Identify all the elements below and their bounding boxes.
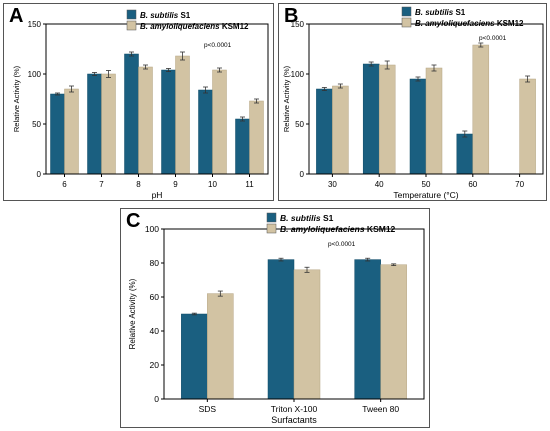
bar-a-s1-2 bbox=[124, 53, 139, 175]
chart-panel-a: A 0 50 100 150 6 7 8 9 10 11 pH Relative Activity (… bbox=[3, 3, 274, 201]
bar-b-s1-1 bbox=[362, 63, 380, 175]
y-tick-label-b-2: 100 bbox=[291, 70, 305, 79]
legend-label-a-s1: B. subtilis S1 bbox=[140, 11, 191, 20]
panel-letter-b: B bbox=[284, 5, 299, 27]
bar-c-s1-1 bbox=[267, 259, 295, 400]
bar-a-s2-3 bbox=[175, 55, 190, 175]
x-tick-label-c-0: SDS bbox=[199, 404, 217, 414]
legend-label-c-s2: B. amyloliquefaciens KSM12 bbox=[280, 224, 396, 234]
legend-label-c-s1: B. subtilis S1 bbox=[280, 213, 334, 223]
y-tick-label-a-0: 0 bbox=[37, 170, 42, 179]
x-tick-label-a-5: 11 bbox=[245, 180, 254, 189]
x-tick-label-b-0: 30 bbox=[328, 180, 337, 189]
legend-label-a-s2: B. amyloliquefaciens KSM12 bbox=[140, 22, 249, 31]
bar-a-s2-2 bbox=[138, 66, 153, 175]
bar-c-s1-0 bbox=[181, 313, 208, 400]
y-tick-label-c-2: 40 bbox=[150, 326, 160, 336]
p-value-annotation-b: p<0.0001 bbox=[479, 35, 507, 42]
plot-frame-a bbox=[45, 23, 269, 175]
chart-panel-c: C 0 20 40 60 80 100 SDS Triton X-100 Tween 80 Sur… bbox=[120, 208, 430, 428]
bar-b-s1-3 bbox=[456, 133, 474, 175]
bar-a-s2-5 bbox=[249, 100, 264, 175]
bar-b-s2-2 bbox=[425, 67, 443, 175]
y-tick-label-b-1: 50 bbox=[295, 120, 304, 129]
y-axis-label-c: Relative Activity (%) bbox=[128, 278, 137, 349]
bar-b-s2-0 bbox=[332, 85, 349, 175]
panel-letter-a: A bbox=[9, 5, 24, 27]
panel-letter-c: C bbox=[126, 210, 141, 232]
x-axis-label-c: Surfactants bbox=[271, 415, 317, 425]
y-tick-label-c-4: 80 bbox=[150, 258, 160, 268]
bar-a-s2-4 bbox=[212, 69, 227, 175]
chart-panel-b: B 0 50 100 150 30 40 50 60 70 Temperature (°C) Rel… bbox=[278, 3, 547, 201]
p-value-annotation-a: p<0.0001 bbox=[204, 42, 232, 49]
bar-c-s2-2 bbox=[380, 264, 407, 400]
bar-a-s1-0 bbox=[50, 93, 65, 175]
y-tick-label-a-2: 100 bbox=[28, 70, 42, 79]
bar-b-s2-1 bbox=[378, 64, 396, 175]
bar-chart-ph: 0 50 100 150 6 7 8 9 10 11 pH Relative Activity (%)… bbox=[12, 9, 269, 200]
legend-swatch-b-s2 bbox=[401, 17, 412, 28]
bar-a-s1-4 bbox=[198, 89, 213, 175]
legend-label-b-s2: B. amyloliquefaciens KSM12 bbox=[415, 19, 524, 28]
y-tick-label-c-3: 60 bbox=[150, 292, 160, 302]
bar-chart-temperature: 0 50 100 150 30 40 50 60 70 Temperature (°C) Relat… bbox=[282, 6, 544, 200]
y-tick-label-b-0: 0 bbox=[300, 170, 305, 179]
x-tick-label-a-1: 7 bbox=[99, 180, 104, 189]
y-tick-label-c-0: 0 bbox=[154, 394, 159, 404]
bar-b-s2-3 bbox=[472, 44, 490, 175]
x-tick-label-a-2: 8 bbox=[136, 180, 141, 189]
x-tick-label-a-3: 9 bbox=[173, 180, 178, 189]
y-tick-label-c-1: 20 bbox=[150, 360, 160, 370]
bar-b-s1-0 bbox=[316, 88, 333, 175]
x-tick-label-c-2: Tween 80 bbox=[362, 404, 399, 414]
bar-a-s1-5 bbox=[235, 118, 250, 175]
legend-swatch-a-s1 bbox=[126, 9, 137, 20]
bar-c-s2-1 bbox=[293, 269, 321, 400]
x-tick-label-b-2: 50 bbox=[422, 180, 431, 189]
x-axis-label-a: pH bbox=[152, 190, 163, 200]
bar-b-s1-2 bbox=[409, 78, 427, 175]
legend-label-b-s1: B. subtilis S1 bbox=[415, 8, 466, 17]
y-tick-label-a-1: 50 bbox=[32, 120, 41, 129]
x-tick-label-c-1: Triton X-100 bbox=[271, 404, 318, 414]
y-tick-label-c-5: 100 bbox=[145, 224, 159, 234]
legend-swatch-c-s1 bbox=[266, 212, 277, 223]
y-tick-label-a-3: 150 bbox=[28, 20, 42, 29]
bar-a-s1-3 bbox=[161, 69, 176, 175]
legend-swatch-a-s2 bbox=[126, 20, 137, 31]
bar-a-s2-1 bbox=[101, 73, 116, 175]
x-tick-label-b-3: 60 bbox=[468, 180, 477, 189]
bar-a-s1-1 bbox=[87, 73, 102, 175]
y-axis-label-b: Relative Activity (%) bbox=[282, 65, 291, 132]
bar-b-s2-4 bbox=[519, 78, 536, 175]
x-tick-label-b-4: 70 bbox=[515, 180, 524, 189]
x-tick-label-b-1: 40 bbox=[375, 180, 384, 189]
x-tick-label-a-0: 6 bbox=[62, 180, 67, 189]
y-tick-label-b-3: 150 bbox=[291, 20, 305, 29]
bar-c-s1-2 bbox=[354, 259, 381, 400]
p-value-annotation-c: p<0.0001 bbox=[328, 241, 356, 248]
y-axis-label-a: Relative Activity (%) bbox=[12, 65, 21, 132]
legend-swatch-c-s2 bbox=[266, 223, 277, 234]
x-tick-label-a-4: 10 bbox=[208, 180, 217, 189]
bar-c-s2-0 bbox=[207, 293, 234, 400]
legend-swatch-b-s1 bbox=[401, 6, 412, 17]
bar-a-s2-0 bbox=[64, 88, 79, 175]
bar-chart-surfactants: 0 20 40 60 80 100 SDS Triton X-100 Tween 80 Surfa… bbox=[128, 212, 425, 425]
x-axis-label-b: Temperature (°C) bbox=[393, 190, 458, 200]
